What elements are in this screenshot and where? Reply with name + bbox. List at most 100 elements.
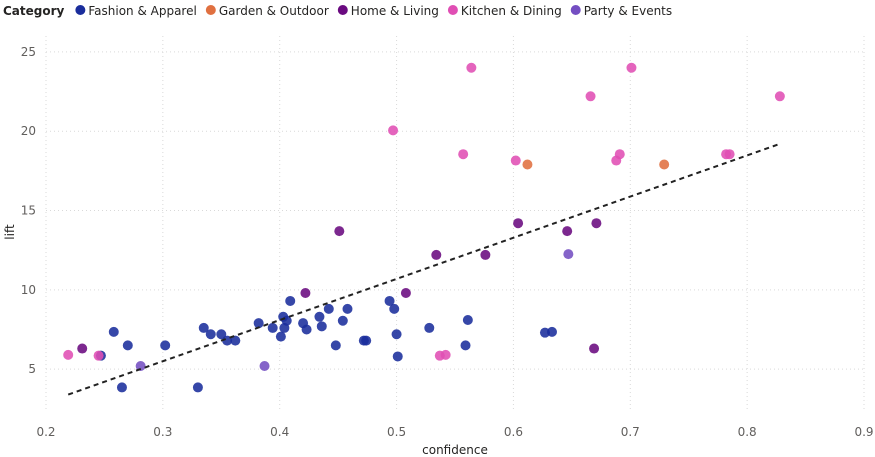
data-point[interactable]	[267, 322, 278, 333]
data-point[interactable]	[334, 226, 345, 237]
legend-marker	[447, 5, 458, 15]
x-axis-ticks: 0.2 0.3 0.4 0.5 0.6 0.7 0.8 0.9	[36, 425, 873, 439]
data-point[interactable]	[330, 340, 341, 351]
trend-line	[67, 142, 781, 396]
x-tick-label: 0.2	[36, 425, 55, 439]
x-tick-label: 0.4	[270, 425, 289, 439]
data-point[interactable]	[63, 349, 74, 360]
legend-title: Category	[3, 4, 65, 18]
data-point[interactable]	[361, 335, 372, 346]
data-point[interactable]	[253, 318, 264, 329]
legend-item[interactable]: Home & Living	[337, 4, 439, 18]
x-axis-title: confidence	[422, 443, 488, 457]
y-tick-label: 25	[21, 45, 36, 59]
data-point[interactable]	[285, 295, 296, 306]
series-group	[522, 159, 670, 170]
data-point[interactable]	[300, 288, 311, 299]
legend-label: Party & Events	[584, 4, 672, 18]
grid	[45, 36, 865, 412]
legend-item[interactable]: Party & Events	[570, 4, 672, 18]
data-point[interactable]	[230, 335, 241, 346]
data-point[interactable]	[562, 226, 573, 237]
legend-marker	[205, 5, 216, 15]
data-point[interactable]	[466, 62, 477, 73]
legend-marker	[75, 5, 86, 15]
data-point[interactable]	[301, 324, 312, 335]
data-points	[63, 62, 785, 393]
data-point[interactable]	[198, 322, 209, 333]
data-point[interactable]	[563, 249, 574, 260]
data-point[interactable]	[388, 125, 399, 136]
legend-label: Fashion & Apparel	[88, 4, 196, 18]
x-tick-label: 0.5	[387, 425, 406, 439]
legend-item[interactable]: Fashion & Apparel	[75, 4, 197, 18]
data-point[interactable]	[337, 315, 348, 326]
legend-item[interactable]: Kitchen & Dining	[447, 4, 562, 18]
legend-item[interactable]: Garden & Outdoor	[205, 4, 329, 18]
legend: Category Fashion & Apparel Garden & Outdo…	[3, 4, 672, 18]
data-point[interactable]	[585, 91, 596, 102]
data-point[interactable]	[205, 329, 216, 340]
data-point[interactable]	[275, 331, 286, 342]
y-tick-label: 5	[28, 362, 36, 376]
data-point[interactable]	[480, 249, 491, 260]
data-point[interactable]	[391, 329, 402, 340]
series-group	[77, 218, 602, 354]
data-point[interactable]	[510, 155, 521, 166]
data-point[interactable]	[116, 382, 127, 393]
x-tick-label: 0.9	[854, 425, 873, 439]
data-point[interactable]	[384, 295, 395, 306]
data-point[interactable]	[135, 360, 146, 371]
data-point[interactable]	[589, 343, 600, 354]
y-axis-ticks: 5 10 15 20 25	[21, 45, 36, 376]
data-point[interactable]	[774, 91, 785, 102]
data-point[interactable]	[626, 62, 637, 73]
legend-marker	[570, 5, 581, 15]
data-point[interactable]	[659, 159, 670, 170]
x-tick-label: 0.6	[504, 425, 523, 439]
data-point[interactable]	[522, 159, 533, 170]
data-point[interactable]	[424, 322, 435, 333]
data-point[interactable]	[400, 288, 411, 299]
data-point[interactable]	[591, 218, 602, 229]
data-point[interactable]	[724, 149, 735, 160]
legend-label: Kitchen & Dining	[461, 4, 562, 18]
data-point[interactable]	[316, 321, 327, 332]
y-tick-label: 10	[21, 283, 36, 297]
data-point[interactable]	[462, 314, 473, 325]
x-tick-label: 0.3	[153, 425, 172, 439]
data-point[interactable]	[458, 149, 469, 160]
data-point[interactable]	[259, 360, 270, 371]
data-point[interactable]	[614, 149, 625, 160]
data-point[interactable]	[389, 303, 400, 314]
series-group	[63, 62, 785, 361]
data-point[interactable]	[323, 303, 334, 314]
y-tick-label: 15	[21, 204, 36, 218]
series-group	[95, 295, 557, 393]
data-point[interactable]	[192, 382, 203, 393]
data-point[interactable]	[460, 340, 471, 351]
data-point[interactable]	[160, 340, 171, 351]
data-point[interactable]	[342, 303, 353, 314]
legend-label: Home & Living	[351, 4, 439, 18]
data-point[interactable]	[513, 218, 524, 229]
data-point[interactable]	[93, 350, 104, 361]
data-point[interactable]	[546, 326, 557, 337]
data-point[interactable]	[314, 311, 325, 322]
data-point[interactable]	[392, 351, 403, 362]
data-point[interactable]	[431, 249, 442, 260]
x-tick-label: 0.7	[621, 425, 640, 439]
legend-label: Garden & Outdoor	[219, 4, 329, 18]
data-point[interactable]	[440, 349, 451, 360]
data-point[interactable]	[216, 329, 227, 340]
series-group	[135, 249, 574, 371]
y-axis-title: lift	[3, 224, 17, 240]
data-point[interactable]	[77, 343, 88, 354]
data-point[interactable]	[122, 340, 133, 351]
legend-marker	[337, 5, 348, 15]
x-tick-label: 0.8	[738, 425, 757, 439]
y-tick-label: 20	[21, 124, 36, 138]
data-point[interactable]	[108, 326, 119, 337]
